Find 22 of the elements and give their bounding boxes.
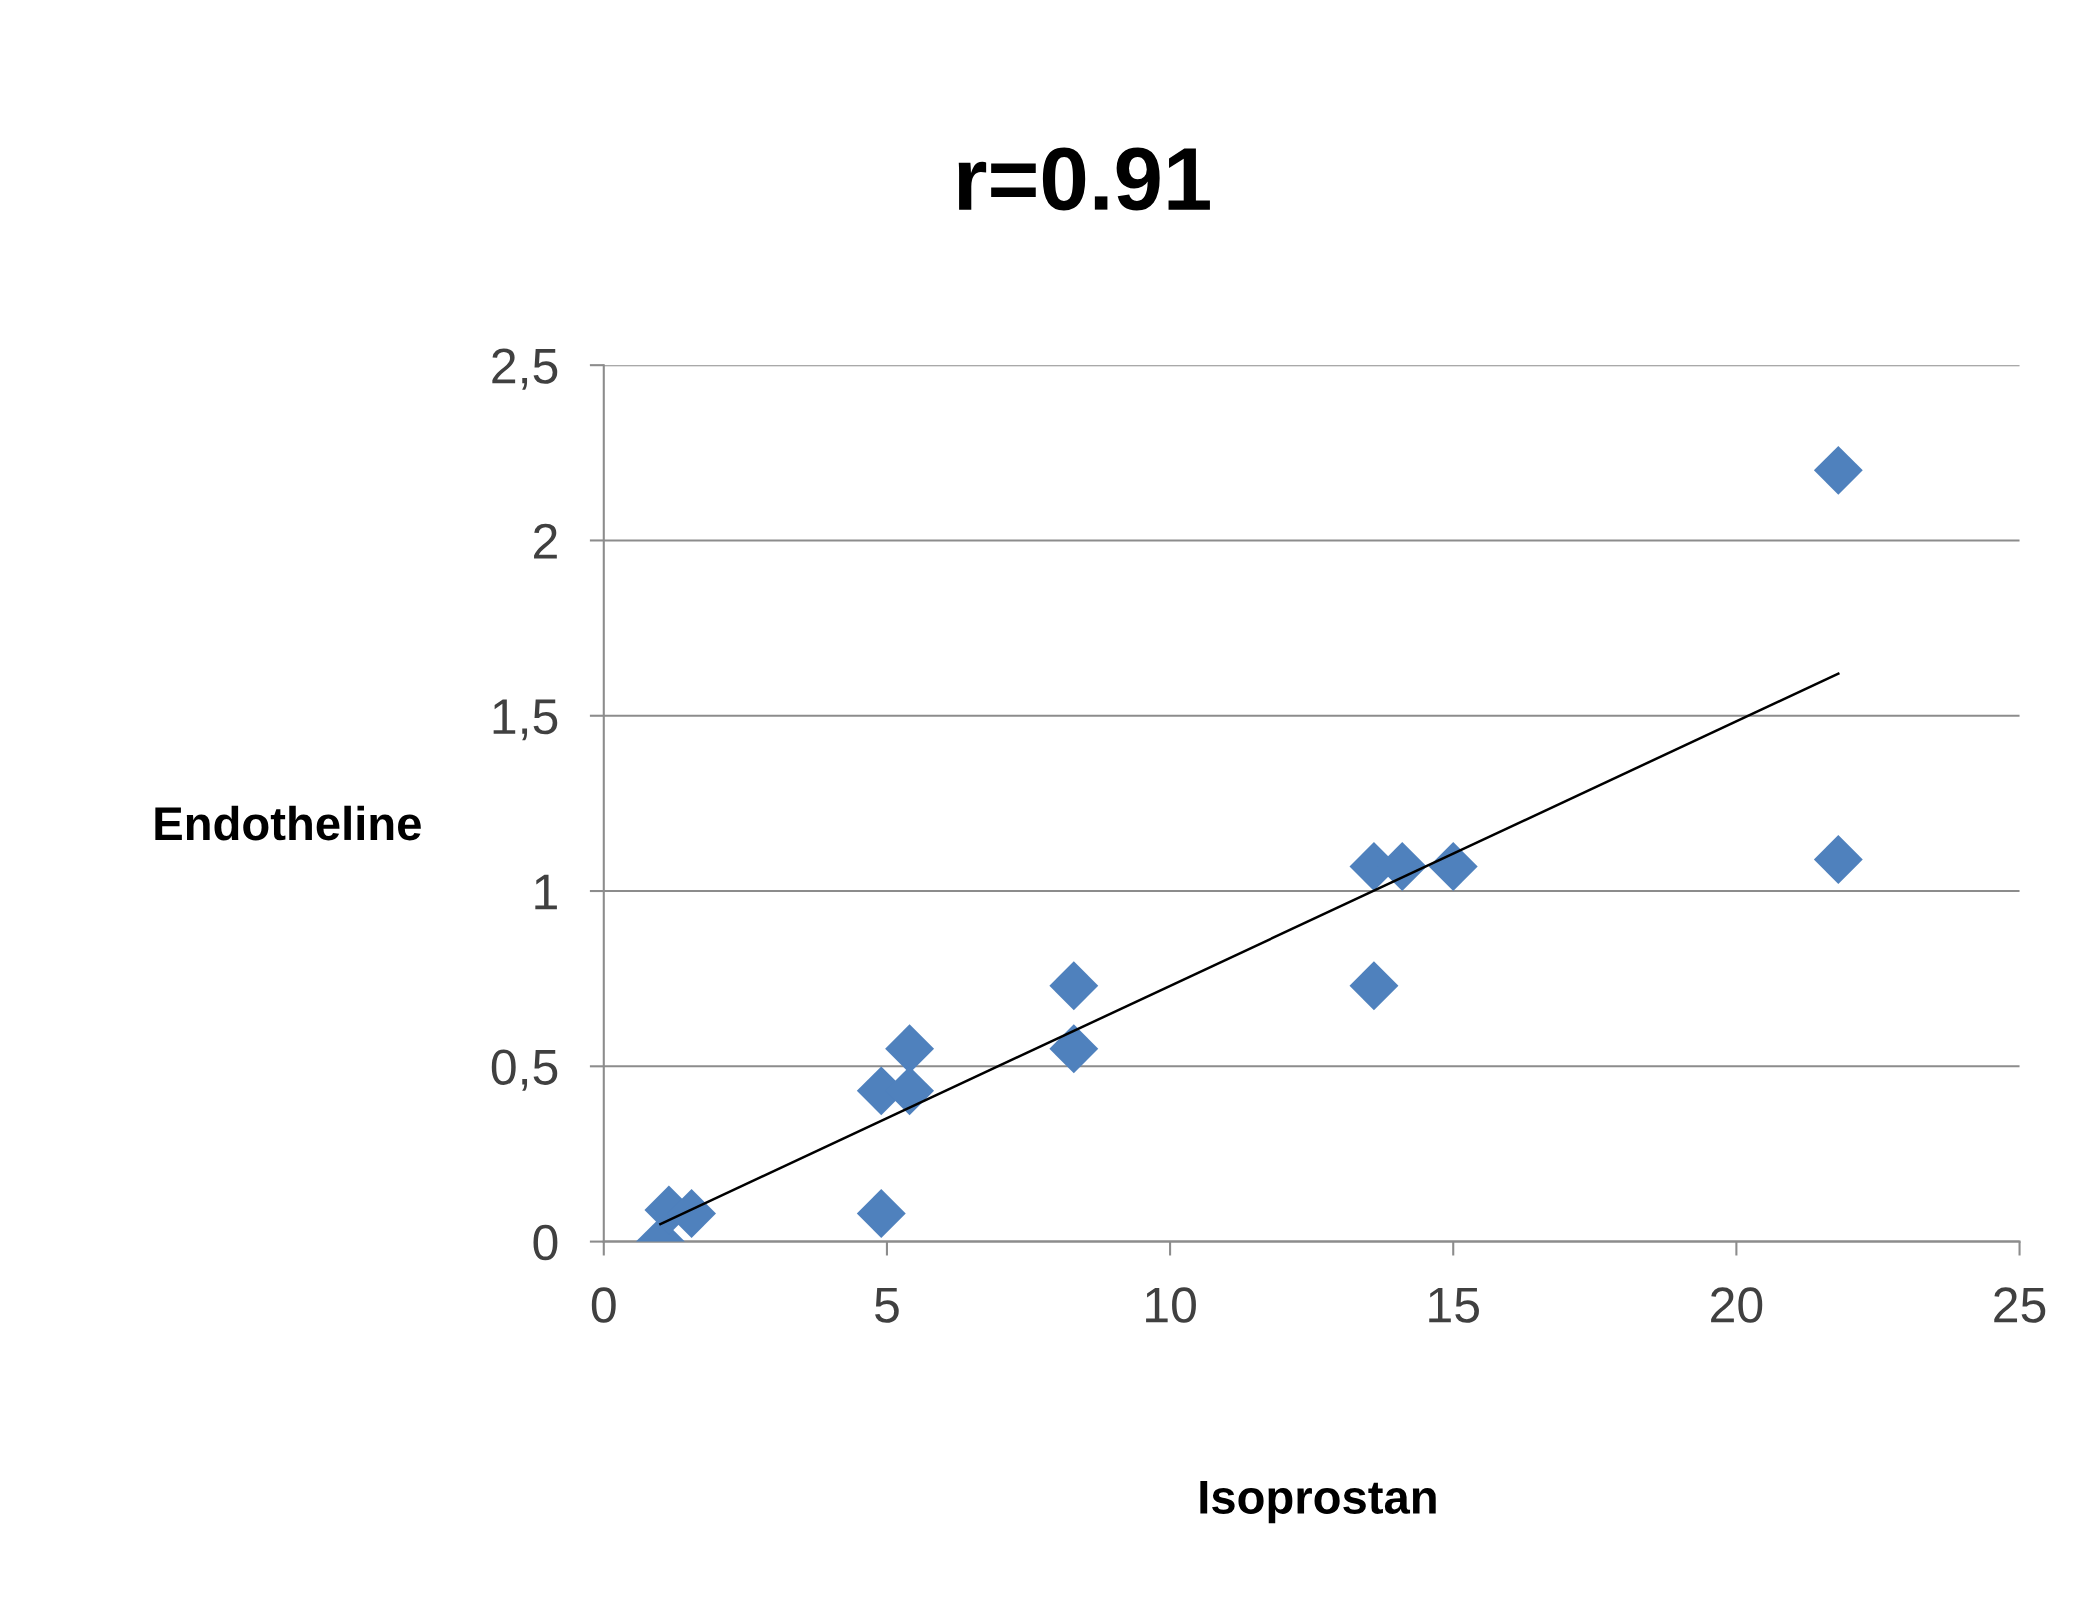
point	[1813, 835, 1863, 884]
x-tick-label: 20	[1711, 1287, 1763, 1323]
y-tick-label: 2,5	[492, 348, 558, 390]
x-tick-label: 5	[875, 1287, 899, 1323]
x-tick-label: 10	[1146, 1287, 1196, 1323]
chart-title: r=0.91	[958, 147, 1210, 211]
x-tick-label: 0	[591, 1287, 616, 1323]
point	[856, 1189, 906, 1238]
point	[1049, 1024, 1099, 1074]
y-tick-label: 0	[533, 1224, 558, 1261]
x-axis-title: Isoprostan	[1200, 1481, 1436, 1524]
point	[1428, 842, 1478, 891]
y-tick-label: 0,5	[491, 1049, 558, 1091]
point	[1049, 961, 1099, 1011]
y-tick-label: 2	[534, 523, 557, 559]
y-axis-title: Endotheline	[155, 805, 421, 841]
x-tick-label: 15	[1429, 1287, 1479, 1323]
point	[1813, 445, 1863, 495]
x-tick-label: 25	[1994, 1287, 2046, 1323]
y-tick-label: 1,5	[493, 699, 558, 741]
point	[1349, 961, 1399, 1011]
y-tick-label: 1	[535, 874, 557, 910]
